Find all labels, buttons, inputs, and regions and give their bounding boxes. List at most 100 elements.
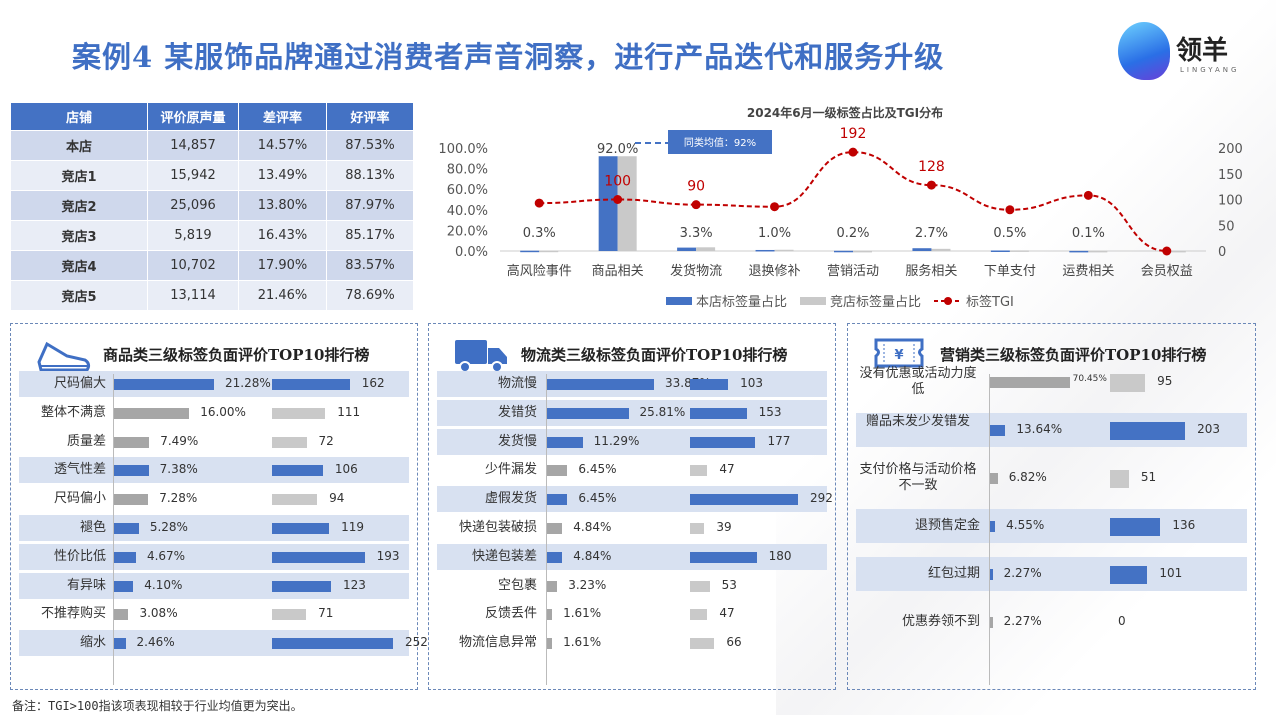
share-data-label: 0.3% bbox=[523, 226, 556, 241]
tgi-value: 203 bbox=[1197, 422, 1221, 436]
tgi-value: 136 bbox=[1172, 518, 1196, 532]
ranking-row bbox=[19, 515, 409, 541]
tgi-bar bbox=[690, 638, 715, 650]
share-bar bbox=[114, 638, 126, 650]
tgi-bar bbox=[1110, 566, 1148, 584]
table-cell: 竞店1 bbox=[10, 160, 148, 191]
share-bar bbox=[547, 379, 655, 390]
x-tick-label: 运费相关 bbox=[1062, 264, 1114, 279]
share-bar bbox=[114, 580, 134, 592]
share-value: 4.55% bbox=[1006, 518, 1045, 532]
share-bar bbox=[114, 523, 139, 534]
y-left-tick-label: 100.0% bbox=[438, 142, 488, 157]
ranking-row bbox=[19, 572, 409, 599]
tgi-point bbox=[848, 147, 858, 157]
competitor-share-bar bbox=[774, 249, 794, 252]
table-row: 竞店4 10,702 17.90% 83.57% bbox=[10, 250, 414, 281]
share-value: 3.08% bbox=[139, 606, 178, 621]
own-share-bar bbox=[834, 250, 853, 253]
share-bar bbox=[114, 407, 190, 419]
table-cell: 13,114 bbox=[147, 280, 239, 311]
row-label: 质量差 bbox=[66, 433, 106, 449]
page-title: 案例4 某服饰品牌通过消费者声音洞察，进行产品迭代和服务升级 bbox=[72, 40, 945, 74]
share-value: 4.67% bbox=[146, 548, 186, 563]
row-label: 快递包装破损 bbox=[458, 520, 537, 535]
own-share-bar bbox=[598, 156, 618, 251]
legend-tgi-marker bbox=[944, 297, 952, 305]
row-label: 透气性差 bbox=[53, 462, 106, 478]
share-bar bbox=[990, 425, 1006, 436]
x-tick-label: 会员权益 bbox=[1141, 263, 1193, 279]
tgi-value: 111 bbox=[337, 404, 361, 419]
tgi-bar bbox=[272, 494, 318, 506]
own-share-bar bbox=[912, 248, 932, 251]
tgi-value: 103 bbox=[740, 376, 764, 390]
tgi-line bbox=[539, 151, 1167, 252]
tag-share-tgi-chart: 2024年6月一级标签占比及TGI分布 100.0% 80.0% 60.0% 40.0%… bbox=[438, 105, 1243, 310]
y-right-tick-label: 50 bbox=[1218, 219, 1235, 234]
store-review-table: 店铺 评价原声量 差评率 好评率 本店 14,857 14.57% 87.53% 竞店1… bbox=[10, 102, 414, 311]
share-data-label: 3.3% bbox=[680, 226, 713, 241]
row-label: 物流慢 bbox=[497, 376, 537, 391]
row-label: 退预售定金 bbox=[914, 518, 980, 533]
table-cell: 85.17% bbox=[326, 220, 414, 251]
logo-name: 领羊 bbox=[1176, 36, 1229, 66]
share-value: 2.46% bbox=[136, 635, 175, 650]
table-row: 竞店3 5,819 16.43% 85.17% bbox=[10, 220, 414, 251]
share-value: 11.29% bbox=[593, 433, 640, 448]
tgi-value: 193 bbox=[376, 548, 400, 563]
category-axis-line bbox=[546, 374, 547, 685]
row-label: 不推荐购买 bbox=[40, 606, 106, 622]
tgi-value: 252 bbox=[404, 635, 428, 650]
table-cell: 16.43% bbox=[238, 220, 327, 251]
tgi-value: 180 bbox=[768, 548, 792, 563]
legend-own-label: 本店标签量占比 bbox=[696, 294, 787, 310]
share-value: 6.45% bbox=[578, 462, 617, 477]
column-header: 差评率 bbox=[238, 102, 327, 131]
row-label: 虚假发货 bbox=[484, 491, 537, 507]
own-share-bar bbox=[755, 249, 775, 252]
tgi-bar bbox=[272, 609, 307, 621]
share-bar bbox=[114, 609, 129, 621]
share-value: 25.81% bbox=[639, 404, 686, 419]
row-label: 缩水 bbox=[79, 635, 106, 651]
brand-logo: 领羊 LINGYANG bbox=[1118, 22, 1258, 82]
tgi-value: 106 bbox=[334, 462, 358, 477]
share-data-label: 92.0% bbox=[597, 142, 638, 157]
tgi-bar bbox=[690, 609, 708, 621]
row-label: 整体不满意 bbox=[40, 404, 106, 420]
share-bar bbox=[990, 569, 993, 580]
ranking-row bbox=[437, 399, 827, 426]
share-value: 6.45% bbox=[578, 491, 617, 506]
average-annotation-text: 同类均值：92% bbox=[684, 136, 756, 149]
share-bar bbox=[114, 551, 136, 563]
table-cell: 83.57% bbox=[326, 250, 414, 281]
row-label: 褪色 bbox=[79, 520, 106, 535]
x-tick-label: 高风险事件 bbox=[507, 263, 572, 279]
row-label: 空包裹 bbox=[497, 577, 537, 593]
own-share-bar bbox=[1069, 250, 1089, 253]
tgi-bar bbox=[272, 638, 393, 650]
y-right-tick-label: 200 bbox=[1218, 142, 1243, 157]
y-left-tick-label: 0.0% bbox=[455, 245, 488, 260]
share-value: 16.00% bbox=[200, 404, 246, 419]
tgi-point bbox=[691, 200, 701, 210]
logo-subtitle: LINGYANG bbox=[1180, 66, 1240, 74]
row-label: 尺码偏小 bbox=[53, 491, 106, 507]
footnote: 备注：TGI>100指该项表现相较于行业均值更为突出。 bbox=[12, 699, 303, 713]
tgi-bar bbox=[272, 580, 332, 592]
row-label: 有异味 bbox=[66, 577, 106, 593]
share-value: 7.49% bbox=[160, 433, 199, 448]
table-cell: 14,857 bbox=[147, 130, 239, 161]
ranking-row bbox=[437, 428, 827, 455]
share-bar bbox=[547, 551, 563, 563]
share-value: 1.61% bbox=[563, 606, 602, 621]
tgi-bar bbox=[1110, 518, 1161, 536]
legend-competitor-swatch bbox=[800, 297, 826, 305]
ranking-row bbox=[856, 509, 1247, 543]
share-value: 1.61% bbox=[563, 635, 602, 650]
shoe-icon bbox=[33, 332, 93, 376]
share-value: 7.38% bbox=[159, 462, 198, 477]
tgi-value: 47 bbox=[719, 606, 735, 621]
competitor-share-bar bbox=[931, 248, 951, 251]
